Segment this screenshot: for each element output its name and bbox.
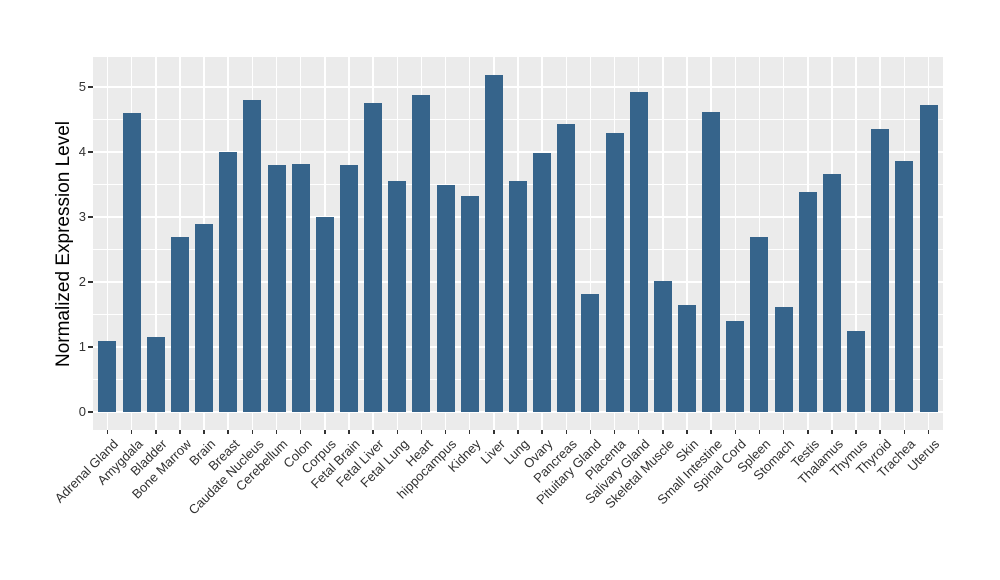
bar bbox=[822, 174, 841, 412]
y-tick-label: 5 bbox=[78, 79, 86, 94]
x-tick bbox=[468, 430, 471, 434]
bar bbox=[605, 133, 624, 412]
bar bbox=[919, 105, 938, 412]
x-tick bbox=[831, 430, 833, 434]
bar bbox=[533, 153, 552, 412]
bar bbox=[388, 181, 407, 412]
gridline-vertical bbox=[155, 57, 157, 430]
y-tick-label: 1 bbox=[78, 339, 86, 354]
x-tick bbox=[275, 430, 278, 434]
bar bbox=[581, 293, 600, 412]
bar bbox=[412, 94, 431, 412]
x-tick bbox=[179, 430, 181, 434]
bar bbox=[678, 304, 697, 412]
y-tick bbox=[88, 281, 93, 283]
x-tick bbox=[444, 430, 447, 434]
bar bbox=[436, 185, 455, 412]
bar bbox=[895, 161, 914, 412]
y-tick bbox=[88, 411, 93, 413]
x-tick bbox=[637, 430, 640, 434]
bar bbox=[557, 124, 576, 412]
y-tick bbox=[88, 86, 93, 88]
bar bbox=[98, 340, 117, 412]
bar bbox=[774, 306, 793, 412]
x-tick bbox=[903, 430, 906, 434]
bar bbox=[629, 91, 648, 412]
x-tick bbox=[155, 430, 157, 434]
x-tick bbox=[130, 430, 133, 434]
x-tick bbox=[782, 430, 785, 434]
bar bbox=[750, 236, 769, 412]
x-tick bbox=[299, 430, 302, 434]
bar bbox=[170, 236, 189, 412]
gridline-vertical bbox=[782, 57, 785, 430]
bar bbox=[339, 165, 358, 412]
gridline-vertical bbox=[662, 57, 664, 430]
y-tick bbox=[88, 346, 93, 348]
x-tick bbox=[710, 430, 712, 434]
x-tick bbox=[879, 430, 881, 434]
x-tick bbox=[203, 430, 205, 434]
bar bbox=[122, 113, 141, 412]
x-tick bbox=[758, 430, 761, 434]
x-tick bbox=[348, 430, 350, 434]
x-tick bbox=[251, 430, 254, 434]
y-tick-label: 4 bbox=[78, 144, 86, 159]
gridline-vertical bbox=[855, 57, 857, 430]
x-tick bbox=[807, 430, 809, 434]
bar bbox=[315, 217, 334, 412]
bar bbox=[847, 330, 866, 412]
bar bbox=[146, 337, 165, 412]
bar bbox=[267, 165, 286, 412]
bar bbox=[726, 321, 745, 412]
x-tick bbox=[396, 430, 398, 434]
x-tick bbox=[686, 430, 688, 434]
bar bbox=[364, 103, 383, 412]
y-tick bbox=[88, 151, 93, 153]
x-tick-label-text: Liver bbox=[477, 436, 508, 467]
bar bbox=[702, 112, 721, 412]
bar bbox=[653, 281, 672, 412]
x-tick bbox=[927, 430, 930, 434]
x-tick bbox=[106, 430, 109, 434]
x-tick bbox=[855, 430, 857, 434]
x-tick bbox=[420, 430, 423, 434]
bar bbox=[195, 223, 214, 412]
x-tick bbox=[517, 430, 519, 434]
gridline-vertical bbox=[686, 57, 688, 430]
gridline-vertical bbox=[106, 57, 109, 430]
bar bbox=[798, 192, 817, 412]
bar bbox=[509, 181, 527, 412]
y-tick-label: 0 bbox=[78, 404, 86, 419]
bar bbox=[460, 196, 479, 412]
x-tick bbox=[324, 430, 326, 434]
gridline-vertical bbox=[734, 57, 737, 430]
y-tick-label: 2 bbox=[78, 274, 86, 289]
bar bbox=[484, 75, 503, 412]
y-tick bbox=[88, 216, 93, 218]
bar bbox=[871, 129, 890, 412]
x-tick bbox=[565, 430, 568, 434]
bar bbox=[291, 163, 310, 412]
x-tick bbox=[662, 430, 664, 434]
x-tick bbox=[541, 430, 543, 434]
y-tick-label: 3 bbox=[78, 209, 86, 224]
x-tick bbox=[613, 430, 616, 434]
x-tick bbox=[372, 430, 374, 434]
x-tick bbox=[734, 430, 737, 434]
x-tick bbox=[589, 430, 592, 434]
bar bbox=[219, 152, 238, 412]
bar bbox=[243, 100, 262, 412]
x-tick bbox=[493, 430, 495, 434]
gridline-vertical bbox=[589, 57, 592, 430]
x-tick bbox=[227, 430, 229, 434]
